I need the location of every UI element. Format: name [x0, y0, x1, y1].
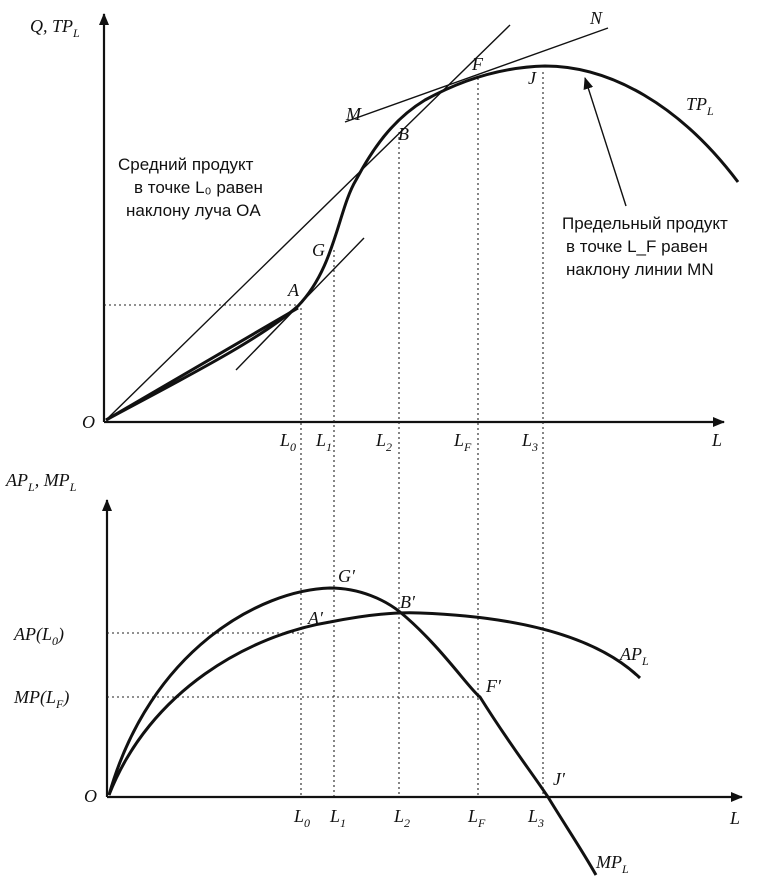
tp-curve-label: TPL — [686, 94, 714, 118]
mp-curve — [107, 586, 598, 876]
tick-lf-bottom: LF — [467, 806, 486, 830]
point-a-prime: A′ — [307, 608, 324, 628]
bottom-x-axis-label: L — [729, 808, 740, 828]
point-f: F — [471, 54, 484, 74]
y-tick-ap-l0: AP(L0) — [13, 624, 64, 648]
ap-curve-label: APL — [619, 644, 649, 668]
mp-curve-label: MPL — [595, 852, 629, 876]
tangent-mn — [344, 27, 609, 123]
tick-l0-top: L0 — [279, 430, 296, 454]
bottom-graph: APL, MPL L O AP(L0) MP(LF) A′ G′ B′ F′ J… — [5, 470, 743, 876]
note-marginal-product: Предельный продукт в точке L_F равен нак… — [562, 214, 728, 279]
top-y-axis-label: Q, TPL — [30, 16, 80, 40]
point-b: B — [398, 124, 409, 144]
point-m: M — [345, 104, 362, 124]
point-a: A — [287, 280, 300, 300]
note-average-product: Средний продукт в точке L₀ равен наклону… — [118, 155, 263, 220]
point-n: N — [589, 8, 603, 28]
svg-text:наклону луча OA: наклону луча OA — [126, 201, 261, 220]
tick-l0-bottom: L0 — [293, 806, 310, 830]
point-j: J — [528, 68, 537, 88]
tick-l2-bottom: L2 — [393, 806, 410, 830]
tp-curve — [105, 64, 740, 422]
tick-l1-bottom: L1 — [329, 806, 346, 830]
svg-text:в точке L₀ равен: в точке L₀ равен — [134, 178, 263, 197]
svg-text:Предельный продукт: Предельный продукт — [562, 214, 728, 233]
point-g: G — [312, 240, 325, 260]
top-graph: Q, TPL L O A G B F J M N TPL L0 L1 L2 LF… — [30, 8, 740, 797]
tick-l3-top: L3 — [521, 430, 538, 454]
pointer-arrow — [583, 77, 627, 207]
top-origin-label: O — [82, 412, 95, 432]
tick-lf-top: LF — [453, 430, 472, 454]
svg-text:в точке L_F равен: в точке L_F равен — [566, 237, 708, 256]
svg-text:наклону линии MN: наклону линии MN — [566, 260, 714, 279]
tick-l1-top: L1 — [315, 430, 332, 454]
ap-curve — [107, 611, 642, 796]
tick-l2-top: L2 — [375, 430, 392, 454]
top-x-axis-label: L — [711, 430, 722, 450]
bottom-x-ticks: L0 L1 L2 LF L3 — [293, 806, 544, 830]
svg-text:Средний продукт: Средний продукт — [118, 155, 254, 174]
bottom-y-axis-label: APL, MPL — [5, 470, 77, 494]
point-b-prime: B′ — [400, 592, 416, 612]
bottom-origin-label: O — [84, 786, 97, 806]
y-tick-mp-lf: MP(LF) — [13, 687, 69, 711]
point-g-prime: G′ — [338, 566, 356, 586]
point-f-prime: F′ — [485, 676, 502, 696]
tick-l3-bottom: L3 — [527, 806, 544, 830]
point-j-prime: J′ — [553, 769, 566, 789]
top-x-ticks: L0 L1 L2 LF L3 — [279, 430, 538, 454]
